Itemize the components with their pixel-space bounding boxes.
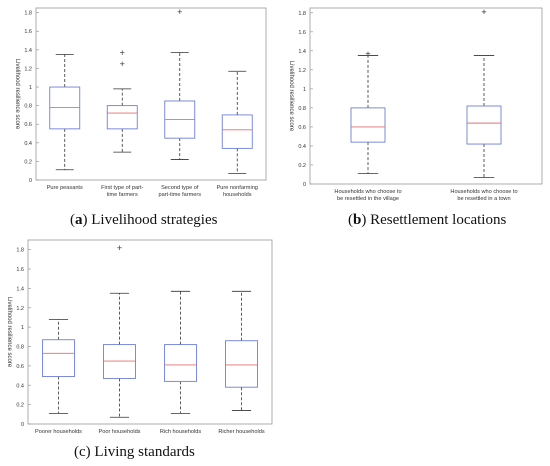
y-tick-label: 1.2 [24, 66, 32, 72]
iqr-box [164, 344, 197, 382]
y-tick-label: 1 [29, 85, 32, 91]
x-tick-label: be resettled in the village [337, 196, 399, 202]
y-tick-label: 1.8 [298, 11, 306, 17]
y-axis-label: Livelihood resilience score [288, 61, 294, 132]
boxplot-livelihood-strategies: 0 0.2 0.4 0.6 0.8 1 1.2 1.4 1.6 1.8 Livelihood res… [14, 7, 267, 198]
y-tick-label: 0.4 [298, 144, 306, 150]
caption-b-letter: b [353, 212, 362, 228]
caption-c-letter: c [79, 444, 86, 460]
iqr-box [49, 86, 81, 130]
caption-b-text: Resettlement locations [370, 212, 507, 228]
iqr-box [466, 105, 502, 145]
caption-b: (b) Resettlement locations [348, 212, 507, 228]
y-tick-label: 1.4 [24, 48, 32, 54]
box-1 [350, 51, 386, 174]
y-tick-label: 0.2 [24, 159, 32, 165]
iqr-box [103, 344, 136, 379]
y-tick-label: 1.4 [16, 286, 24, 292]
y-tick-label: 0.2 [16, 403, 24, 409]
caption-c-text: Living standards [94, 444, 195, 460]
x-tick-label: Pure nonfarming [217, 185, 258, 191]
boxplot-resettlement-locations: 0 0.2 0.4 0.6 0.8 1 1.2 1.4 1.6 1.8 Livelihood res… [288, 7, 543, 202]
y-tick-label: 0 [303, 182, 306, 188]
plot-frame [27, 239, 273, 425]
y-tick-label: 1.8 [16, 248, 24, 254]
outlier-marker [481, 9, 487, 15]
box-4 [225, 290, 258, 411]
x-tick-label: Richer households [218, 429, 265, 435]
y-tick-label: 0.6 [16, 364, 24, 370]
caption-a: (a) Livelihood strategies [70, 212, 218, 228]
box-3 [164, 9, 196, 160]
outlier-marker [120, 50, 125, 55]
x-tick-label: First type of part- [101, 185, 143, 191]
y-tick-label: 0.4 [24, 141, 32, 147]
y-tick-label: 1 [303, 87, 306, 93]
plot-frame [309, 7, 543, 185]
x-tick-label: Second type of [161, 185, 199, 191]
iqr-box [225, 340, 258, 388]
y-tick-label: 0.8 [16, 345, 24, 351]
outlier-marker [117, 245, 122, 250]
box-2 [106, 50, 138, 153]
x-tick-label: Households who choose to [334, 189, 401, 195]
iqr-box [221, 114, 253, 149]
y-tick-label: 0 [29, 178, 32, 184]
y-tick-label: 1.8 [24, 11, 32, 17]
x-tick-label: Poor households [99, 429, 141, 435]
box-2 [466, 9, 502, 178]
outlier-marker [120, 61, 125, 66]
y-tick-label: 1.6 [16, 267, 24, 273]
caption-a-letter: a [75, 212, 83, 228]
x-tick-label: Poorer households [35, 429, 82, 435]
caption-c: (c) Living standards [74, 444, 195, 460]
y-tick-label: 0.6 [298, 125, 306, 131]
y-axis-label: Livelihood resilience score [6, 297, 12, 368]
box-3 [164, 290, 197, 414]
y-tick-label: 0.4 [16, 383, 24, 389]
y-tick-label: 0.8 [24, 104, 32, 110]
plot-frame [35, 7, 267, 181]
y-tick-label: 0.6 [24, 122, 32, 128]
y-tick-label: 0.2 [298, 163, 306, 169]
iqr-box [42, 339, 75, 377]
y-tick-label: 1.2 [298, 68, 306, 74]
y-tick-label: 1.2 [16, 306, 24, 312]
x-tick-label: Households who choose to [450, 189, 517, 195]
iqr-box [350, 107, 386, 143]
y-axis-label: Livelihood resilience score [14, 59, 20, 130]
x-tick-label: be resettled in a town [457, 196, 510, 202]
y-tick-label: 1 [21, 325, 24, 331]
x-tick-label: part-time farmers [158, 192, 201, 198]
x-tick-label: Pure peasants [47, 185, 83, 191]
iqr-box [106, 105, 138, 130]
boxplot-living-standards: 0 0.2 0.4 0.6 0.8 1 1.2 1.4 1.6 1.8 Livelihood res… [6, 239, 273, 435]
y-tick-label: 0 [21, 422, 24, 428]
box-2 [103, 245, 136, 418]
outlier-marker [365, 51, 371, 56]
caption-a-text: Livelihood strategies [91, 212, 218, 228]
y-tick-label: 0.8 [298, 106, 306, 112]
x-tick-label: Rich households [160, 429, 202, 435]
outlier-marker [177, 9, 182, 14]
box-1 [49, 54, 81, 171]
y-tick-label: 1.6 [24, 29, 32, 35]
x-tick-label: time farmers [107, 192, 138, 198]
y-tick-label: 1.6 [298, 30, 306, 36]
x-tick-label: households [223, 192, 252, 198]
box-1 [42, 319, 75, 414]
box-4 [221, 70, 253, 174]
y-tick-label: 1.4 [298, 49, 306, 55]
